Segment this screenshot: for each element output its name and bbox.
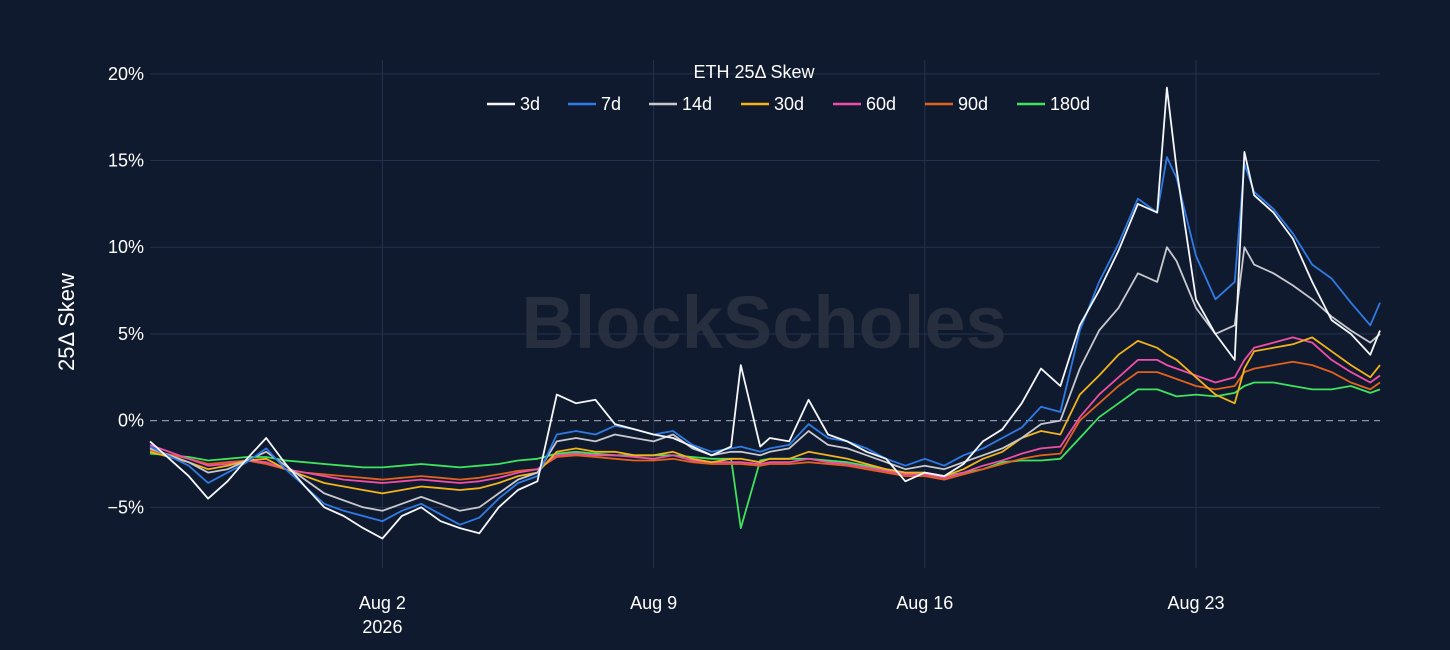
- legend-label-14d: 14d: [682, 94, 712, 114]
- legend-label-7d: 7d: [601, 94, 621, 114]
- grid: [150, 60, 1380, 568]
- x-tick-label: Aug 9: [630, 593, 677, 613]
- y-tick-label: 5%: [118, 324, 144, 344]
- legend-label-60d: 60d: [866, 94, 896, 114]
- x-axis: Aug 2 2026 Aug 9 Aug 16 Aug 23: [359, 593, 1225, 637]
- y-tick-label: −5%: [107, 497, 144, 517]
- series-line-7d: [149, 156, 1381, 526]
- series-lines: [149, 86, 1381, 540]
- y-tick-label: 20%: [108, 64, 144, 84]
- y-axis: −5% 0% 5% 10% 15% 20%: [107, 64, 144, 517]
- legend-label-30d: 30d: [774, 94, 804, 114]
- legend-label-3d: 3d: [520, 94, 540, 114]
- y-axis-label: 25Δ Skew: [54, 273, 79, 371]
- series-line-3d: [149, 86, 1381, 540]
- legend: 3d 7d 14d 30d 60d 90d 180d: [487, 94, 1090, 114]
- y-tick-label: 10%: [108, 237, 144, 257]
- x-tick-label: Aug 16: [896, 593, 953, 613]
- legend-label-90d: 90d: [958, 94, 988, 114]
- series-line-14d: [149, 246, 1381, 512]
- x-tick-label: Aug 2: [359, 593, 406, 613]
- series-line-90d: [149, 360, 1381, 481]
- series-line-60d: [149, 336, 1381, 484]
- watermark: BlockScholes: [521, 281, 1006, 364]
- series-line-30d: [149, 336, 1381, 495]
- x-tick-label: Aug 23: [1167, 593, 1224, 613]
- chart-title: ETH 25Δ Skew: [693, 62, 815, 82]
- y-tick-label: 15%: [108, 151, 144, 171]
- legend-label-180d: 180d: [1050, 94, 1090, 114]
- y-tick-label: 0%: [118, 411, 144, 431]
- x-tick-label: 2026: [362, 617, 402, 637]
